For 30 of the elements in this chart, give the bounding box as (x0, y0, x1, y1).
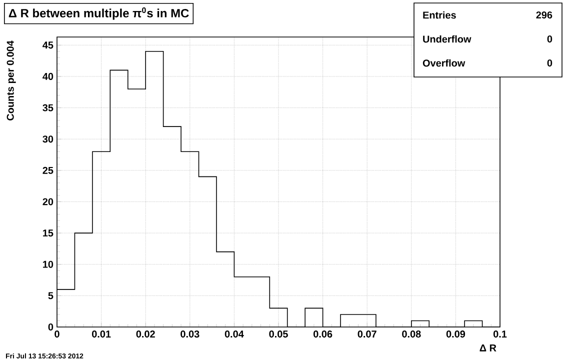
x-tick-label: 0.04 (224, 330, 244, 338)
x-tick-label: 0.1 (493, 330, 507, 338)
x-tick-label: 0.03 (180, 330, 200, 338)
y-tick-label: 0 (48, 323, 54, 331)
y-tick-label: 20 (42, 198, 54, 206)
chart-title: Δ R between multiple π$^{0}$s in MC (8, 7, 189, 20)
y-tick-label: 10 (43, 260, 54, 268)
x-axis-title: Δ R (480, 344, 496, 352)
y-tick-label: 35 (42, 104, 54, 112)
y-tick-label: 30 (42, 136, 54, 143)
y-tick-label: 15 (43, 230, 54, 237)
annotation: Overflow (422, 59, 466, 67)
text: 0 (547, 59, 552, 67)
y-tick-label: 40 (42, 72, 54, 80)
text: 296 (536, 11, 552, 19)
y-tick-label: 45 (42, 42, 54, 49)
x-tick-label: 0.08 (402, 330, 421, 338)
x-tick-label: 0.02 (136, 330, 155, 338)
text: 0 (547, 35, 552, 43)
x-tick-label: 0.01 (92, 330, 111, 338)
y-axis-title: Counts per 0.004 (6, 40, 16, 120)
y-tick-label: 25 (42, 166, 54, 174)
x-tick-label: 0.06 (314, 330, 332, 338)
x-tick-label: 0.09 (446, 330, 466, 338)
annotation: Underflow (423, 35, 472, 43)
x-tick-label: 0.07 (358, 330, 376, 338)
y-tick-label: 5 (48, 292, 54, 300)
text: Entries (423, 11, 456, 19)
x-tick-label: 0 (54, 330, 60, 338)
x-tick-label: 0.05 (269, 330, 288, 338)
